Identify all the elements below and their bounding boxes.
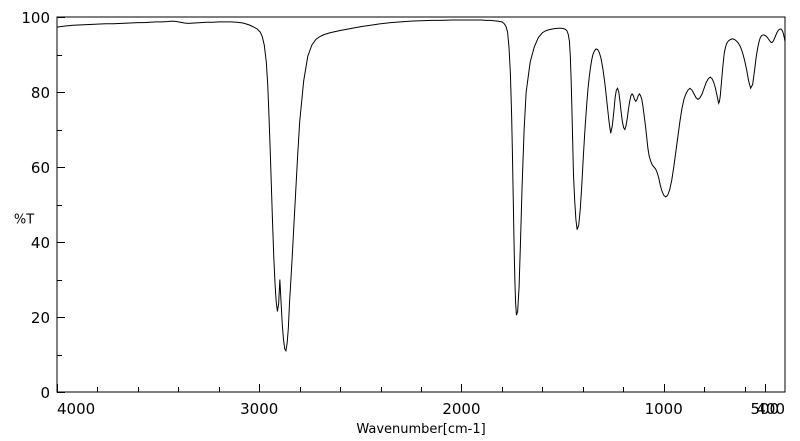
x-axis-ticks xyxy=(57,384,766,392)
y-tick-label: 40 xyxy=(31,234,50,252)
spectrum-trace-group xyxy=(56,19,786,353)
y-tick-label: 80 xyxy=(31,84,50,102)
y-axis-ticks xyxy=(57,17,65,393)
x-tick-label: 4000 xyxy=(57,400,95,418)
spectrum-trace xyxy=(56,19,786,353)
y-tick-label: 0 xyxy=(40,384,50,402)
y-axis-title: %T xyxy=(14,212,34,227)
x-tick-label: 2000 xyxy=(442,400,480,418)
x-tick-label: 500 xyxy=(750,400,779,418)
x-tick-label: 400 xyxy=(756,400,785,418)
y-tick-label: 60 xyxy=(31,159,50,177)
y-axis-tick-labels: 100 80 60 40 20 0 xyxy=(21,9,50,402)
x-tick-label: 3000 xyxy=(240,400,278,418)
x-tick-label: 1000 xyxy=(645,400,683,418)
y-tick-label: 100 xyxy=(21,9,50,27)
plot-frame xyxy=(56,16,786,393)
y-tick-label: 20 xyxy=(31,309,50,327)
x-axis-title: Wavenumber[cm-1] xyxy=(356,422,485,437)
